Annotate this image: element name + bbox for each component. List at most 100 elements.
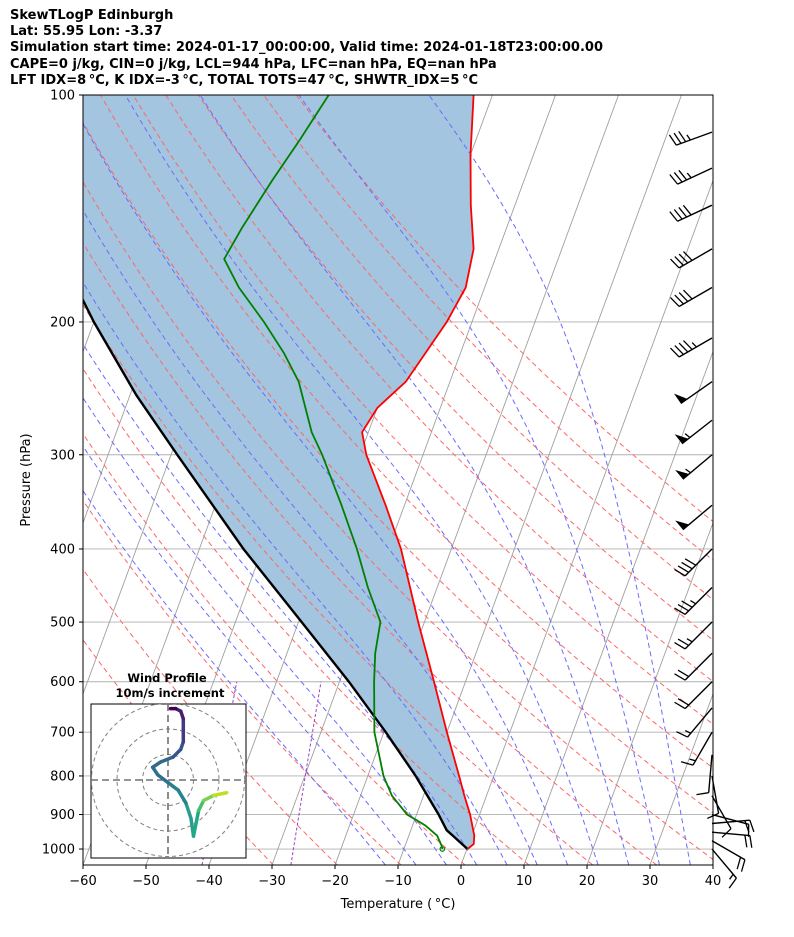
- barb-flag: [674, 568, 686, 577]
- barb-pennant: [675, 469, 690, 480]
- barb-flag: [674, 701, 686, 710]
- wind-barb: [669, 167, 713, 185]
- moist-adiabat-line: [83, 489, 386, 865]
- isotherm-line: [271, 95, 556, 865]
- barb-flag: [684, 558, 697, 566]
- barb-flag: [677, 565, 689, 573]
- barb-flag: [673, 132, 682, 144]
- barb-flag: [740, 859, 746, 872]
- dry-adiabat-line: [132, 95, 713, 725]
- barb-staff: [684, 587, 713, 615]
- barb-staff: [680, 381, 713, 405]
- chart-header: SkewTLogP Edinburgh Lat: 55.95 Lon: -3.3…: [10, 8, 780, 89]
- moist-adiabat-line: [83, 397, 447, 865]
- wind-barb: [675, 454, 713, 480]
- dry-adiabat-line: [197, 95, 713, 641]
- wind-barb: [673, 381, 713, 405]
- mixing-ratio-line: [290, 681, 322, 865]
- barb-flag: [681, 561, 693, 570]
- barb-flag: [676, 731, 688, 738]
- moist-adiabat-line: [83, 445, 417, 865]
- barb-staff: [677, 204, 713, 222]
- barb-staff: [711, 848, 737, 879]
- barb-half-flag: [684, 433, 691, 439]
- barb-flag: [678, 131, 687, 143]
- x-tick-label: −40: [195, 874, 222, 889]
- isotherm-line: [460, 179, 713, 865]
- dry-adiabat-line: [100, 95, 713, 769]
- wind-barb: [674, 652, 713, 681]
- hodograph-surface-segment: [191, 808, 201, 838]
- barb-flag: [677, 698, 689, 706]
- wind-barb: [670, 248, 713, 269]
- barb-flag: [678, 253, 689, 264]
- barb-flag: [669, 174, 679, 185]
- barb-flag: [678, 206, 688, 218]
- barb-flag: [670, 347, 680, 358]
- x-tick-label: −30: [258, 874, 285, 889]
- barb-flag: [674, 294, 684, 305]
- dry-adiabat-line: [263, 95, 713, 561]
- hodograph-surface-segment: [201, 793, 216, 803]
- barb-flag: [668, 134, 677, 146]
- wind-barb: [674, 419, 713, 445]
- barb-flag: [682, 204, 692, 216]
- moist-adiabat-line: [83, 209, 538, 865]
- barb-flag: [669, 211, 679, 222]
- y-tick-label: 300: [50, 448, 75, 463]
- x-tick-label: 0: [457, 874, 465, 889]
- wind-barb: [675, 504, 713, 531]
- wind-barb: [711, 840, 746, 872]
- barb-flag: [677, 669, 689, 678]
- dewpoint-surface-marker: [439, 846, 446, 852]
- dry-adiabat-line: [83, 241, 658, 865]
- hodograph-inset: Wind Profile 10m/s increment: [90, 671, 247, 859]
- barb-half-flag: [685, 468, 691, 474]
- barb-flag: [681, 600, 693, 608]
- hodograph-segment: [158, 755, 175, 764]
- barb-pennant: [674, 434, 689, 444]
- moist-adiabat-line: [83, 343, 478, 865]
- barb-half-flag: [691, 342, 697, 348]
- dry-adiabat-line: [83, 367, 530, 865]
- time-line: Simulation start time: 2024-01-17_00:00:…: [10, 40, 603, 56]
- x-tick-label: −60: [69, 874, 96, 889]
- barb-staff: [684, 681, 713, 710]
- y-tick-label: 900: [50, 808, 75, 823]
- y-tick-label: 800: [50, 769, 75, 784]
- barb-staff: [711, 831, 750, 837]
- hodograph-plot: [91, 704, 246, 858]
- x-axis-label: Temperature ( °C): [340, 897, 456, 912]
- wind-barb: [711, 813, 750, 837]
- barb-flag: [674, 641, 686, 650]
- x-tick-label: −20: [321, 874, 348, 889]
- barb-half-flag: [684, 729, 692, 734]
- isotherm-line: [334, 95, 619, 865]
- barb-flag: [749, 819, 755, 833]
- barb-flag: [677, 603, 689, 612]
- barb-flag: [683, 340, 693, 350]
- barb-staff: [711, 795, 732, 830]
- x-tick-label: −10: [384, 874, 411, 889]
- wind-barb: [669, 204, 713, 222]
- barb-flag: [670, 297, 680, 307]
- barb-half-flag: [690, 600, 697, 605]
- isotherm-line: [712, 863, 713, 865]
- x-tick-label: −50: [132, 874, 159, 889]
- wind-barb: [680, 731, 713, 766]
- barb-flag: [674, 607, 686, 615]
- barb-flag: [721, 828, 732, 838]
- dry-adiabat-line: [83, 304, 594, 865]
- x-tick-label: 40: [705, 874, 722, 889]
- barb-flag: [678, 292, 689, 302]
- wind-barb: [674, 681, 713, 710]
- dry-adiabat-line: [83, 121, 713, 814]
- barb-staff: [684, 652, 713, 681]
- barb-flag: [674, 673, 686, 681]
- moist-adiabat-line: [124, 95, 599, 865]
- y-axis-label: Pressure (hPa): [19, 433, 34, 526]
- wind-barb: [670, 286, 713, 308]
- chart-title: SkewTLogP Edinburgh: [10, 8, 174, 23]
- stability-line: CAPE=0 j/kg, CIN=0 j/kg, LCL=944 hPa, LF…: [10, 56, 497, 72]
- dry-adiabat-line: [230, 95, 713, 601]
